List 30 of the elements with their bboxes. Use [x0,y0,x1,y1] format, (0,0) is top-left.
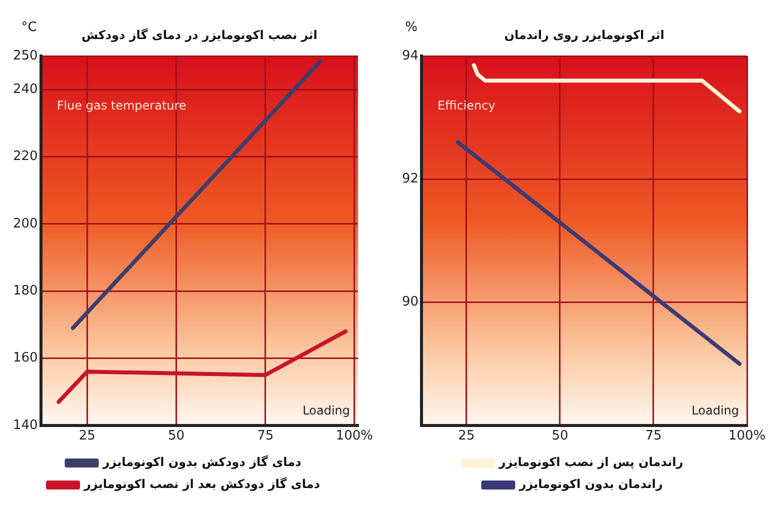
y-axis-title: °C [21,20,37,35]
annotation: Flue gas temperature [56,98,186,112]
legend-label: راندمان پس از نصب اکونومایزر [498,455,684,470]
annotation: Loading [692,404,739,418]
x-tick-label: 75 [645,428,662,444]
chart-title: اثر نصب اکونومایزر در دمای گاز دودکش [81,28,318,42]
y-tick-label: 92 [402,172,419,187]
y-axis-title: % [405,20,418,35]
y-tick-label: 94 [402,48,419,64]
x-tick-label: 25 [458,428,475,444]
y-tick-label: 200 [12,216,38,232]
y-tick-label: 160 [12,350,38,366]
y-tick-label: 90 [402,294,419,310]
legend-label: راندمان بدون اکونومایزر [518,477,663,492]
legend-label: دمای گاز دودکش بدون اکونومایزر [102,455,302,470]
x-tick-label: 75 [257,428,274,444]
y-tick-label: 250 [12,48,38,64]
x-tick-label: 50 [552,428,568,444]
annotation: Loading [302,404,350,418]
chart-title: اثر اکونومایزر روی راندمان [504,28,664,42]
y-tick-label: 240 [12,82,38,97]
legend-label: دمای گاز دودکش بعد از نصب اکونومایزر [83,477,320,492]
x-tick-label: 50 [168,428,185,444]
annotation: Efficiency [438,98,496,112]
x-tick-label: 100% [336,428,374,444]
y-tick-label: 180 [12,283,38,298]
x-tick-label: 100% [728,428,766,444]
y-tick-label: 220 [12,149,38,164]
y-tick-label: 140 [12,418,38,433]
x-tick-label: 25 [78,428,96,444]
